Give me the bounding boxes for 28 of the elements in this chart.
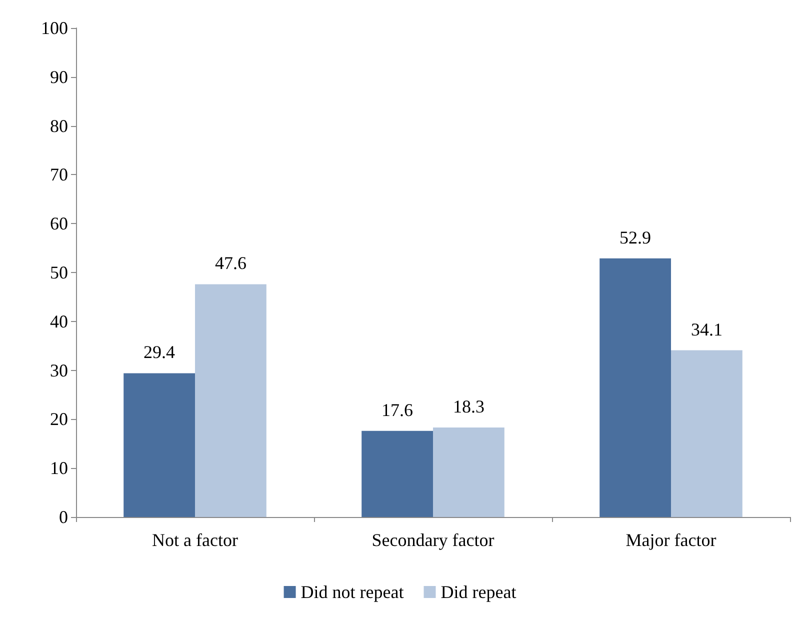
bar bbox=[671, 350, 742, 517]
y-tick-label: 20 bbox=[50, 409, 68, 430]
y-tick-label: 0 bbox=[59, 507, 68, 527]
x-tick-label: Major factor bbox=[626, 530, 716, 550]
data-label: 47.6 bbox=[214, 253, 246, 274]
bar bbox=[433, 428, 504, 517]
y-tick-label: 90 bbox=[50, 66, 68, 87]
data-label: 34.1 bbox=[690, 319, 722, 340]
y-tick-label: 70 bbox=[50, 164, 68, 185]
y-tick-label: 30 bbox=[50, 360, 68, 380]
data-label: 29.4 bbox=[144, 342, 176, 362]
data-label: 17.6 bbox=[382, 400, 414, 420]
bar bbox=[195, 284, 266, 517]
data-label: 52.9 bbox=[620, 227, 652, 248]
bar bbox=[362, 430, 433, 517]
x-tick-label: Not a factor bbox=[152, 530, 238, 550]
y-tick-label: 10 bbox=[50, 458, 68, 478]
bar bbox=[600, 258, 671, 517]
bar bbox=[124, 373, 195, 517]
y-tick-label: 80 bbox=[50, 116, 68, 136]
legend-label: Did repeat bbox=[440, 582, 516, 602]
y-tick-label: 40 bbox=[50, 311, 68, 332]
x-tick-label: Secondary factor bbox=[372, 530, 494, 550]
data-label: 18.3 bbox=[452, 396, 484, 417]
y-tick-label: 50 bbox=[50, 262, 68, 282]
y-tick-label: 100 bbox=[41, 18, 68, 38]
y-tick-label: 60 bbox=[50, 214, 68, 234]
legend-label: Did not repeat bbox=[300, 582, 404, 602]
